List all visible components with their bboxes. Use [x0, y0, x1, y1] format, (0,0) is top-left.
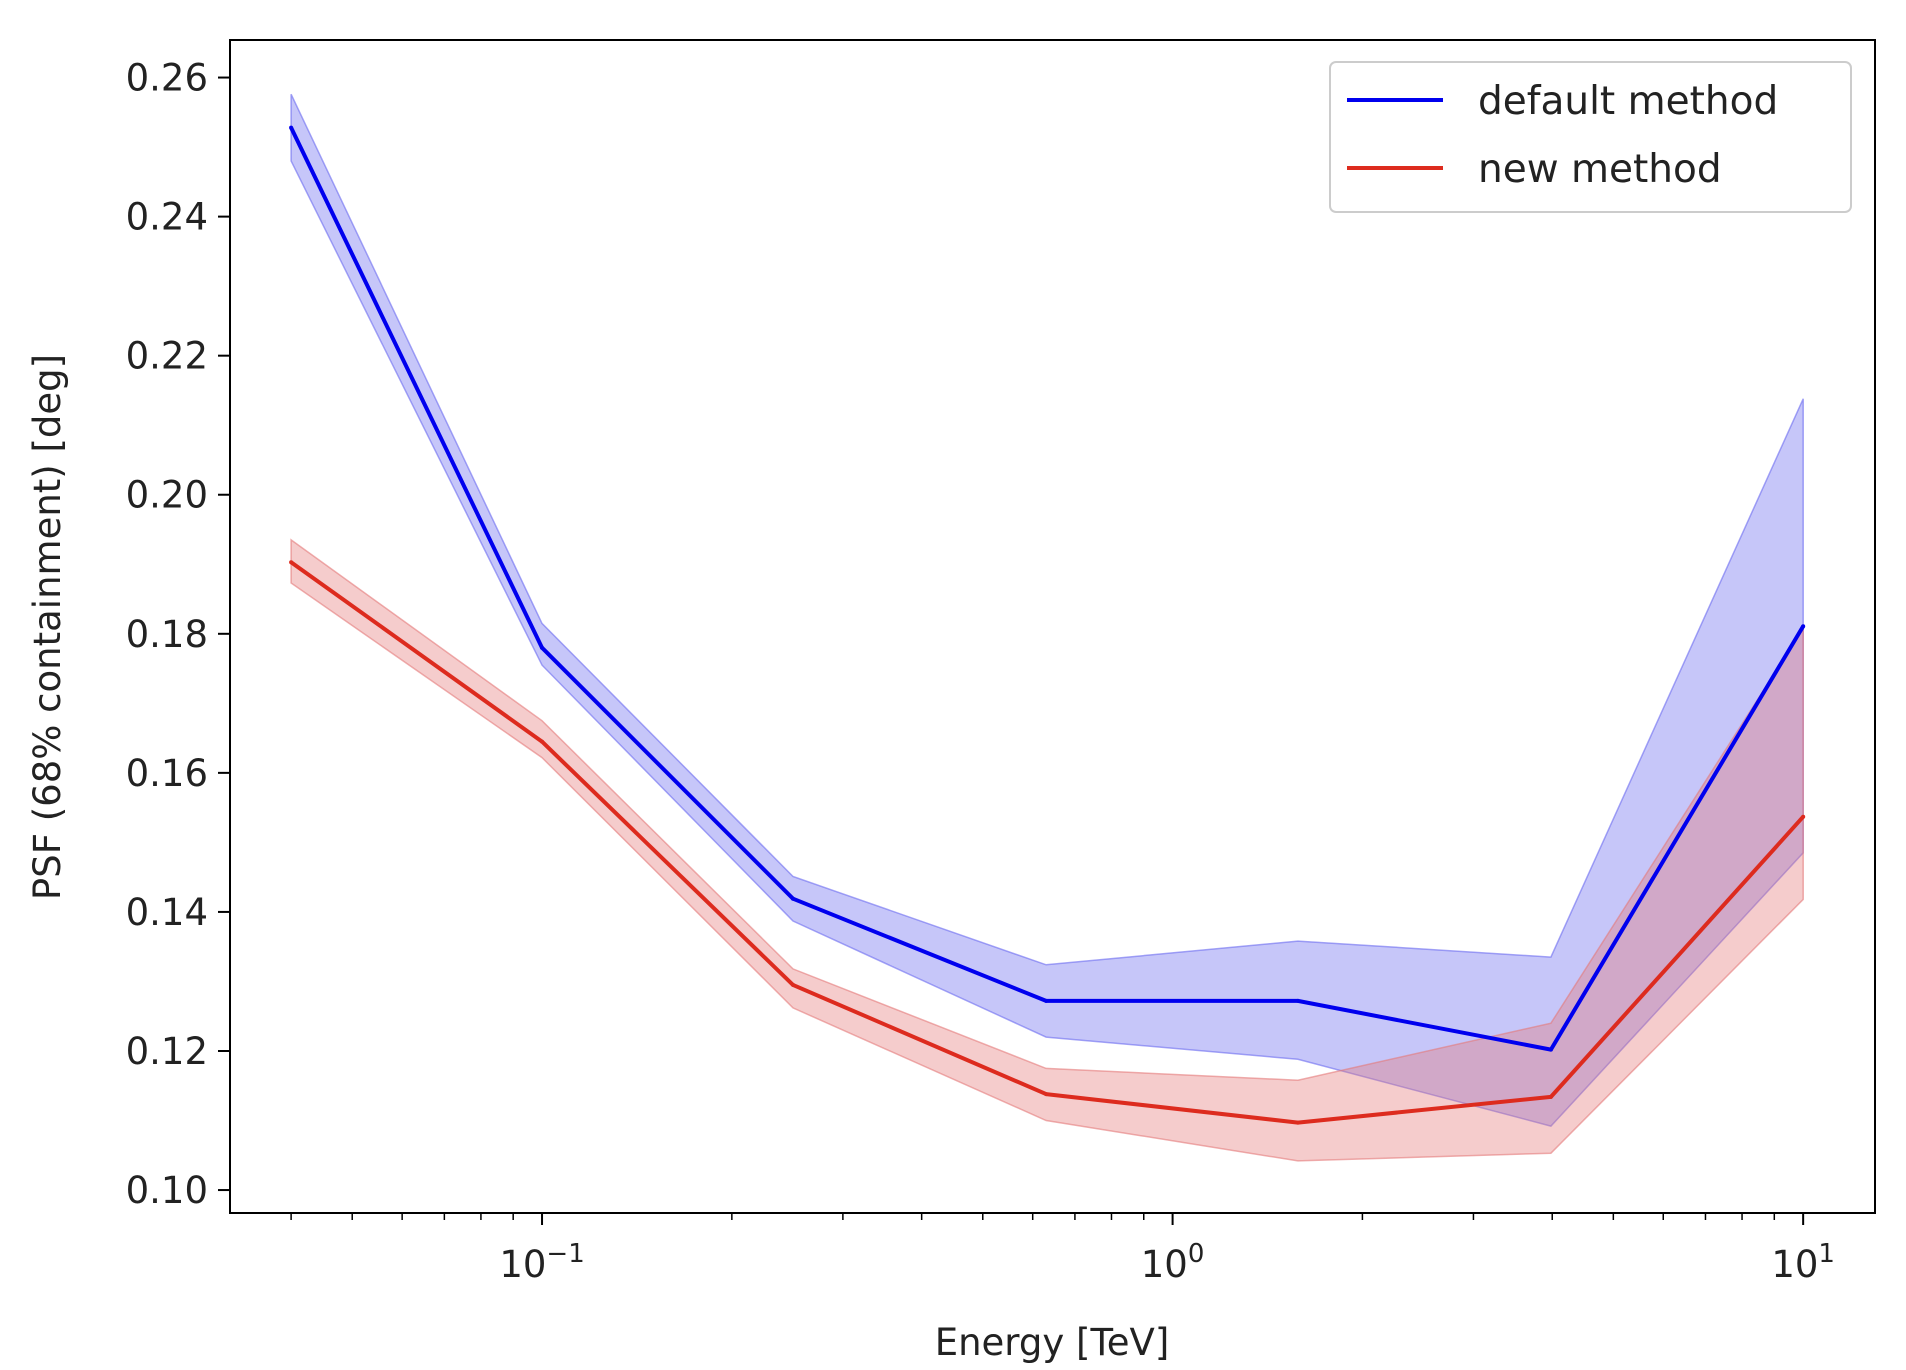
point-default-method — [1044, 998, 1049, 1003]
y-tick-label: 0.20 — [126, 474, 208, 517]
confidence-bands — [290, 93, 1804, 1162]
point-default-method — [1801, 624, 1806, 629]
y-tick-label: 0.18 — [126, 613, 208, 656]
y-tick-label: 0.14 — [126, 891, 208, 934]
y-tick-label: 0.16 — [126, 752, 208, 795]
band-default-method — [290, 93, 1804, 1127]
y-tick-label: 0.26 — [126, 57, 208, 100]
legend-box — [1329, 61, 1852, 213]
point-default-method — [289, 125, 294, 130]
x-tick-label: 100 — [1141, 1239, 1205, 1286]
legend: default method new method — [1329, 61, 1852, 213]
point-new-method — [1801, 814, 1806, 819]
y-axis-label: PSF (68% containment) [deg] — [26, 354, 69, 900]
plot-frame — [229, 39, 1876, 1214]
x-tick-label: 101 — [1771, 1239, 1835, 1286]
x-axis-label: Energy [TeV] — [935, 1321, 1170, 1364]
legend-label-new-method: new method — [1478, 147, 1722, 192]
point-new-method — [289, 560, 294, 565]
point-new-method — [1044, 1092, 1049, 1097]
x-axis: 10−1 100 101 — [290, 1213, 1835, 1286]
y-tick-label: 0.22 — [126, 335, 208, 378]
point-new-method — [540, 739, 544, 744]
y-tick-label: 0.10 — [126, 1169, 208, 1212]
y-axis: 0.10 0.12 0.14 0.16 0.18 0.20 0.22 0.24 0.26 — [126, 57, 230, 1212]
point-default-method — [791, 896, 795, 901]
legend-label-default-method: default method — [1478, 79, 1778, 124]
point-default-method — [1295, 998, 1300, 1003]
point-new-method — [791, 982, 795, 987]
series-lines — [289, 125, 1806, 1125]
band-new-method — [290, 538, 1804, 1162]
x-tick-label: 10−1 — [499, 1239, 584, 1286]
y-tick-label: 0.12 — [126, 1030, 208, 1073]
point-new-method — [1548, 1094, 1553, 1099]
point-new-method — [1295, 1120, 1300, 1125]
point-default-method — [540, 645, 544, 650]
point-default-method — [1548, 1047, 1553, 1052]
y-tick-label: 0.24 — [126, 196, 208, 239]
